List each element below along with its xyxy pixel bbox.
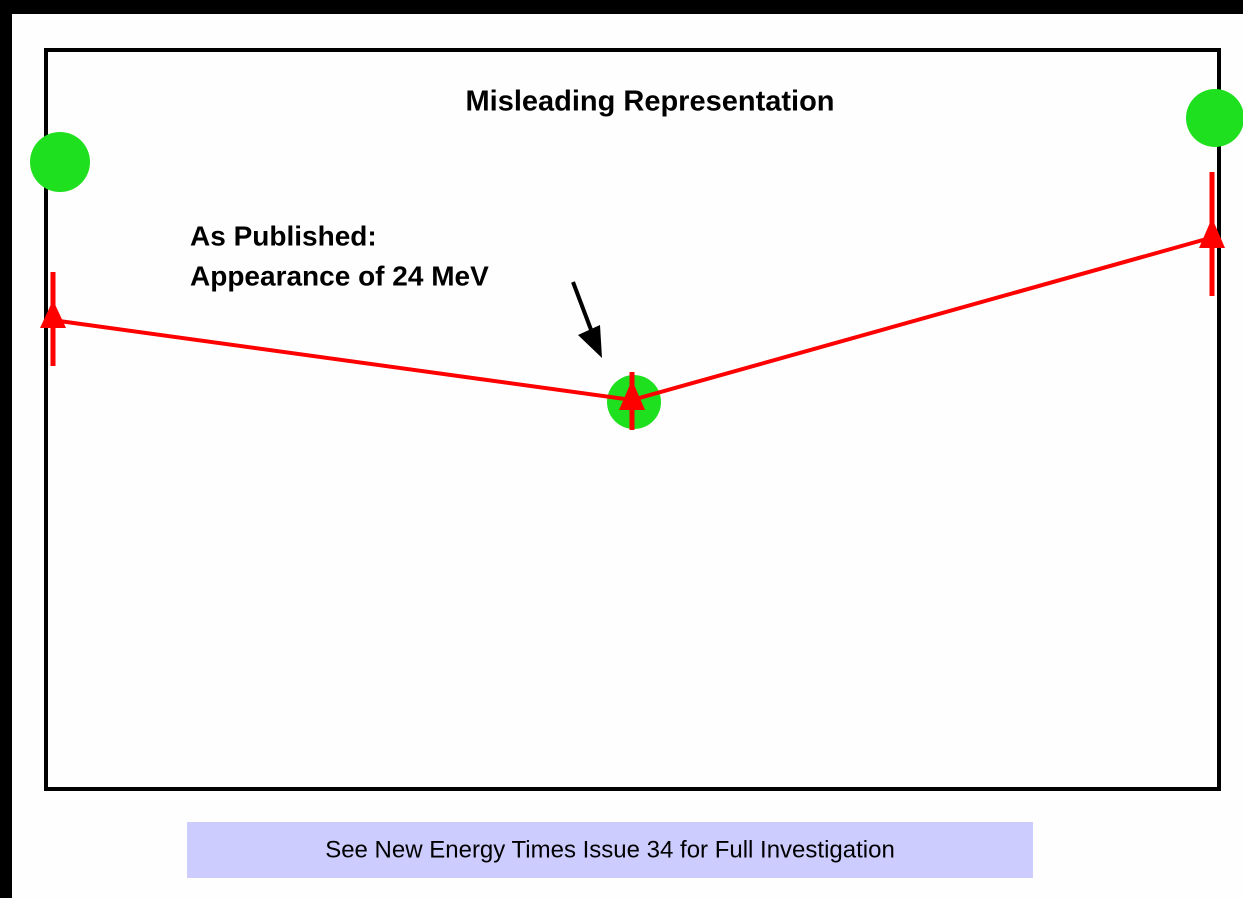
- annotation-line: As Published:: [190, 220, 377, 251]
- arrow-head: [578, 325, 602, 358]
- arrow-shaft: [571, 281, 595, 336]
- green-point: [1186, 89, 1243, 147]
- red-marker: [619, 380, 645, 410]
- green-point: [30, 132, 90, 192]
- footer-box: [187, 822, 1033, 878]
- footer-text: See New Energy Times Issue 34 for Full I…: [325, 836, 895, 863]
- annotation-line: Appearance of 24 MeV: [190, 260, 489, 291]
- red-marker: [40, 300, 66, 328]
- page-background: [12, 14, 1243, 898]
- plot-frame: [44, 48, 1221, 791]
- red-marker: [1199, 218, 1225, 248]
- title: Misleading Representation: [465, 86, 834, 118]
